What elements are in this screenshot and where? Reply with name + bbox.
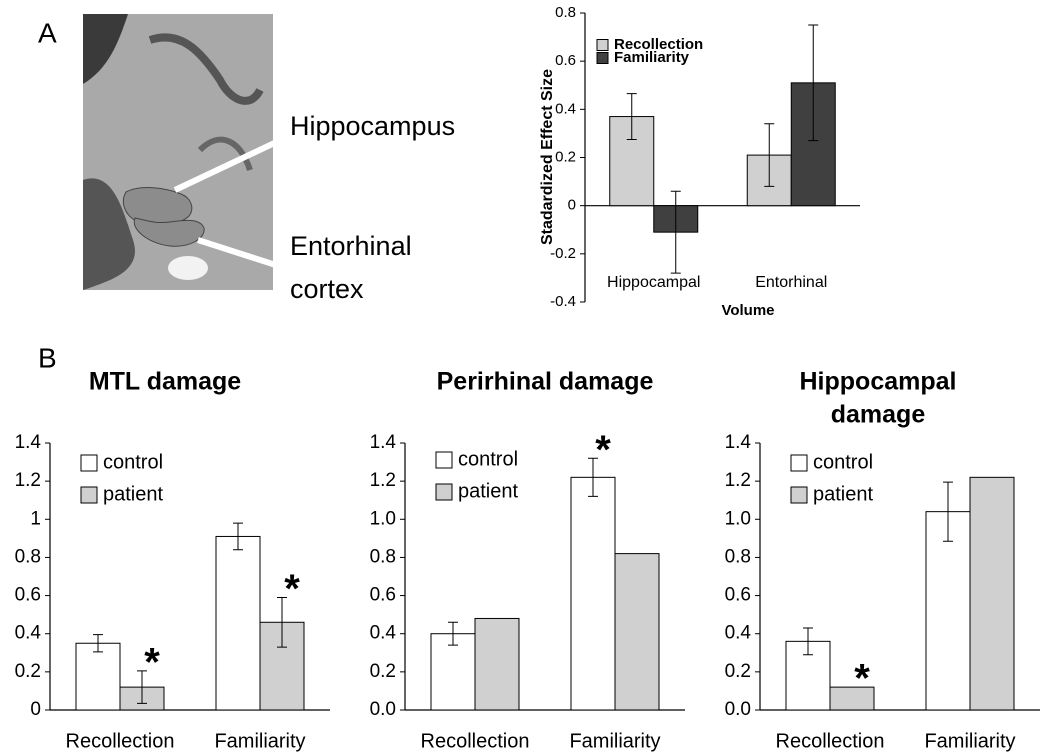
bar xyxy=(430,633,476,711)
y-tick-label: 1.4 xyxy=(15,432,42,453)
legend-swatch xyxy=(435,451,453,469)
y-tick-label: 0.0 xyxy=(370,699,396,720)
legend-label: patient xyxy=(103,483,163,505)
legend-label: control xyxy=(103,451,163,473)
x-tick-label: Entorhinal xyxy=(755,274,827,291)
mri-image xyxy=(83,14,287,290)
chart-title: Hippocampal xyxy=(800,368,957,396)
panel-label: A xyxy=(38,17,57,48)
y-tick-label: 1.4 xyxy=(370,432,397,453)
y-tick-label: 1.0 xyxy=(370,508,396,529)
legend-swatch xyxy=(80,454,98,472)
error-bar xyxy=(803,627,813,656)
significance-star: * xyxy=(284,567,300,611)
y-tick-label: 0.4 xyxy=(370,623,397,644)
chart-title: MTL damage xyxy=(89,368,241,396)
y-tick-label: 0.2 xyxy=(15,661,41,682)
y-tick-label: 1.0 xyxy=(725,508,751,529)
error-bar xyxy=(277,596,287,648)
error-bar xyxy=(626,93,637,140)
legend-swatch xyxy=(596,39,609,51)
y-tick-label: 0.4 xyxy=(725,623,752,644)
error-bar xyxy=(808,24,819,142)
legend-label: Familiarity xyxy=(614,49,690,66)
significance-star: * xyxy=(144,640,160,684)
bar xyxy=(570,476,616,711)
x-tick-label: Recollection xyxy=(776,730,885,752)
image-label: Hippocampus xyxy=(290,111,455,141)
y-tick-label: 0.6 xyxy=(15,585,41,606)
legend-label: patient xyxy=(458,480,518,502)
y-tick-label: 0.8 xyxy=(725,546,751,567)
significance-star: * xyxy=(595,428,611,472)
x-axis-label: Volume xyxy=(721,302,774,319)
y-tick-label: 0.4 xyxy=(15,623,42,644)
error-bar xyxy=(588,457,598,497)
image-label: cortex xyxy=(290,274,364,304)
bar xyxy=(75,642,121,711)
bar xyxy=(474,617,520,711)
significance-star: * xyxy=(854,657,870,701)
y-tick-label: 0.2 xyxy=(370,661,396,682)
chart-title: damage xyxy=(831,401,926,429)
bar xyxy=(925,511,971,711)
y-tick-label: 0 xyxy=(30,699,41,720)
y-tick-label: 0.6 xyxy=(725,585,751,606)
y-tick-label: 1.4 xyxy=(725,432,752,453)
image-label: Entorhinal xyxy=(290,231,412,261)
error-bar xyxy=(764,123,775,187)
legend-swatch xyxy=(435,483,453,501)
y-tick-label: 0.2 xyxy=(725,661,751,682)
y-axis-label: Stadardized Effect Size xyxy=(539,69,556,245)
legend-label: control xyxy=(813,451,873,473)
legend-swatch xyxy=(790,454,808,472)
y-tick-label: 1.2 xyxy=(370,470,396,491)
x-tick-label: Recollection xyxy=(421,730,530,752)
bar xyxy=(969,476,1015,711)
chart-title: Perirhinal damage xyxy=(437,368,654,396)
legend-swatch xyxy=(596,52,609,64)
error-bar xyxy=(137,670,147,704)
bar xyxy=(215,535,261,711)
legend-label: control xyxy=(458,448,518,470)
legend-label: patient xyxy=(813,483,873,505)
bar xyxy=(614,553,660,711)
legend-swatch xyxy=(790,486,808,504)
y-tick-label: 0.0 xyxy=(725,699,751,720)
x-tick-label: Familiarity xyxy=(924,730,1015,752)
legend-swatch xyxy=(80,486,98,504)
y-tick-label: 0.4 xyxy=(555,100,576,117)
y-tick-label: 1 xyxy=(30,508,41,529)
y-tick-label: 0.6 xyxy=(370,585,396,606)
y-tick-label: 0.6 xyxy=(555,52,576,69)
y-tick-label: -0.4 xyxy=(550,293,576,310)
panel-label: B xyxy=(38,342,57,373)
y-tick-label: 0.8 xyxy=(15,546,41,567)
error-bar xyxy=(448,621,458,646)
y-tick-label: 1.2 xyxy=(725,470,751,491)
y-tick-label: -0.2 xyxy=(550,245,576,262)
y-tick-label: 0.2 xyxy=(555,148,576,165)
y-tick-label: 1.2 xyxy=(15,470,41,491)
y-tick-label: 0.8 xyxy=(370,546,396,567)
legend-label: Recollection xyxy=(614,36,703,53)
error-bar xyxy=(670,190,681,274)
x-tick-label: Familiarity xyxy=(214,730,305,752)
y-tick-label: 0 xyxy=(568,197,576,214)
x-tick-label: Familiarity xyxy=(569,730,660,752)
error-bar xyxy=(943,481,953,542)
x-tick-label: Hippocampal xyxy=(607,274,700,291)
y-tick-label: 0.8 xyxy=(555,4,576,21)
error-bar xyxy=(93,634,103,653)
bar xyxy=(829,686,875,711)
x-tick-label: Recollection xyxy=(66,730,175,752)
error-bar xyxy=(233,522,243,551)
